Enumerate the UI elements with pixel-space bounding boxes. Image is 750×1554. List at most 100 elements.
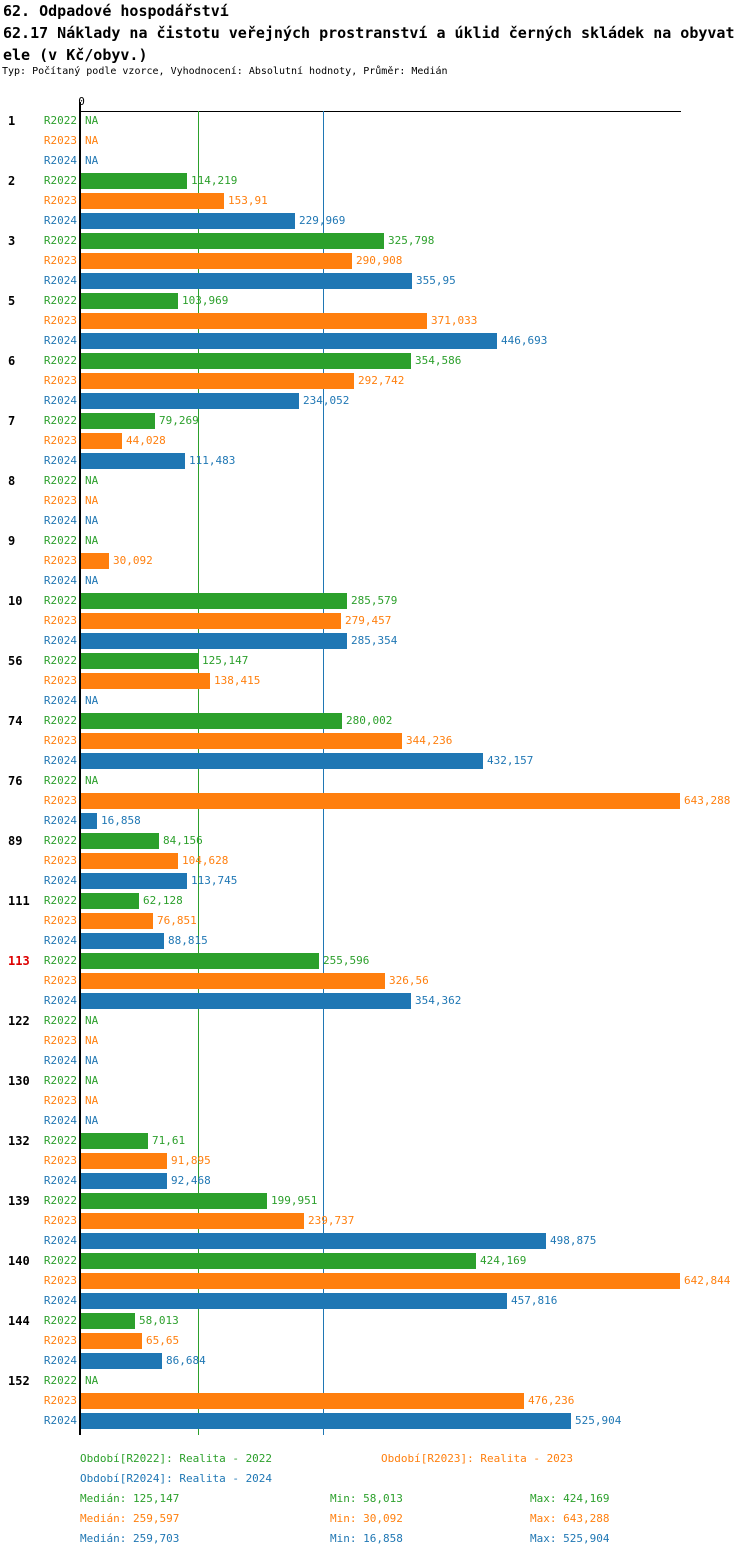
bar-value-label: 279,457 xyxy=(345,614,392,627)
legend-item-R2023: Období[R2023]: Realita - 2023 xyxy=(381,1452,574,1465)
value-bar xyxy=(81,753,483,769)
na-value-label: NA xyxy=(85,474,99,487)
value-bar xyxy=(81,733,402,749)
bar-value-label: 285,354 xyxy=(351,634,398,647)
na-value-label: NA xyxy=(85,1054,99,1067)
na-value-label: NA xyxy=(85,114,99,127)
bar-value-label: 476,236 xyxy=(528,1394,575,1407)
value-bar xyxy=(81,1173,167,1189)
value-bar xyxy=(81,1253,476,1269)
series-year-label: R2022 xyxy=(43,1134,77,1147)
group-label: 130 xyxy=(8,1074,30,1088)
value-bar xyxy=(81,1393,524,1409)
stat-min-R2022: Min: 58,013 xyxy=(330,1492,403,1505)
value-bar xyxy=(81,893,139,909)
value-bar xyxy=(81,313,427,329)
na-value-label: NA xyxy=(85,534,99,547)
bar-value-label: 325,798 xyxy=(388,234,435,247)
value-bar xyxy=(81,1193,267,1209)
value-bar xyxy=(81,813,97,829)
value-bar xyxy=(81,933,164,949)
indicator-subtitle: Typ: Počítaný podle vzorce, Vyhodnocení:… xyxy=(2,66,448,77)
series-year-label: R2023 xyxy=(43,1034,77,1047)
series-year-label: R2024 xyxy=(43,454,77,467)
group-label: 132 xyxy=(8,1134,30,1148)
bar-value-label: 44,028 xyxy=(126,434,166,447)
stat-max-R2024: Max: 525,904 xyxy=(530,1532,610,1545)
series-year-label: R2022 xyxy=(43,114,77,127)
series-year-label: R2024 xyxy=(43,514,77,527)
bar-value-label: 65,65 xyxy=(146,1334,180,1347)
bar-value-label: 76,851 xyxy=(157,914,197,927)
value-bar xyxy=(81,1413,571,1429)
value-bar xyxy=(81,173,187,189)
value-bar xyxy=(81,833,159,849)
value-bar xyxy=(81,1353,162,1369)
value-bar xyxy=(81,273,412,289)
series-year-label: R2023 xyxy=(43,1154,77,1167)
bar-value-label: 432,157 xyxy=(487,754,534,767)
series-year-label: R2022 xyxy=(43,714,77,727)
na-value-label: NA xyxy=(85,1094,99,1107)
value-bar xyxy=(81,613,341,629)
value-bar xyxy=(81,253,352,269)
group-label: 6 xyxy=(8,354,16,368)
value-bar xyxy=(81,213,295,229)
value-bar xyxy=(81,653,198,669)
series-year-label: R2024 xyxy=(43,1054,77,1067)
value-bar xyxy=(81,373,354,389)
series-year-label: R2022 xyxy=(43,1314,77,1327)
na-value-label: NA xyxy=(85,154,99,167)
bar-value-label: 113,745 xyxy=(191,874,238,887)
value-bar xyxy=(81,433,122,449)
bar-value-label: 354,362 xyxy=(415,994,462,1007)
bar-value-label: 91,895 xyxy=(171,1154,211,1167)
stat-min-R2024: Min: 16,858 xyxy=(330,1532,403,1545)
na-value-label: NA xyxy=(85,1014,99,1027)
value-bar xyxy=(81,1153,167,1169)
series-year-label: R2024 xyxy=(43,814,77,827)
bar-value-label: 642,844 xyxy=(684,1274,731,1287)
bar-value-label: 525,904 xyxy=(575,1414,622,1427)
na-value-label: NA xyxy=(85,1114,99,1127)
na-value-label: NA xyxy=(85,1034,99,1047)
series-year-label: R2023 xyxy=(43,1214,77,1227)
value-bar xyxy=(81,593,347,609)
series-year-label: R2024 xyxy=(43,214,77,227)
x-axis-zero-tick-label: 0 xyxy=(78,95,85,108)
value-bar xyxy=(81,1273,680,1289)
stat-median-R2022: Medián: 125,147 xyxy=(80,1492,180,1505)
series-year-label: R2023 xyxy=(43,134,77,147)
series-year-label: R2024 xyxy=(43,994,77,1007)
series-year-label: R2023 xyxy=(43,974,77,987)
bar-value-label: 114,219 xyxy=(191,174,238,187)
zero-baseline xyxy=(79,102,81,1435)
series-year-label: R2024 xyxy=(43,1174,77,1187)
bar-value-label: 255,596 xyxy=(323,954,370,967)
value-bar xyxy=(81,193,224,209)
series-year-label: R2024 xyxy=(43,934,77,947)
series-year-label: R2022 xyxy=(43,354,77,367)
group-label: 7 xyxy=(8,414,16,428)
group-label: 1 xyxy=(8,114,16,128)
series-year-label: R2023 xyxy=(43,1094,77,1107)
bar-value-label: 111,483 xyxy=(189,454,236,467)
series-year-label: R2024 xyxy=(43,1354,77,1367)
series-year-label: R2022 xyxy=(43,414,77,427)
series-year-label: R2022 xyxy=(43,594,77,607)
value-bar xyxy=(81,953,319,969)
bar-value-label: 446,693 xyxy=(501,334,548,347)
value-bar xyxy=(81,1333,142,1349)
series-year-label: R2024 xyxy=(43,694,77,707)
series-year-label: R2023 xyxy=(43,794,77,807)
bar-value-label: 104,628 xyxy=(182,854,229,867)
group-label: 56 xyxy=(8,654,23,668)
bar-value-label: 229,969 xyxy=(299,214,346,227)
series-year-label: R2023 xyxy=(43,1274,77,1287)
stat-median-R2024: Medián: 259,703 xyxy=(80,1532,180,1545)
series-year-label: R2022 xyxy=(43,954,77,967)
bar-value-label: 457,816 xyxy=(511,1294,558,1307)
na-value-label: NA xyxy=(85,494,99,507)
group-label: 8 xyxy=(8,474,16,488)
value-bar xyxy=(81,1313,135,1329)
